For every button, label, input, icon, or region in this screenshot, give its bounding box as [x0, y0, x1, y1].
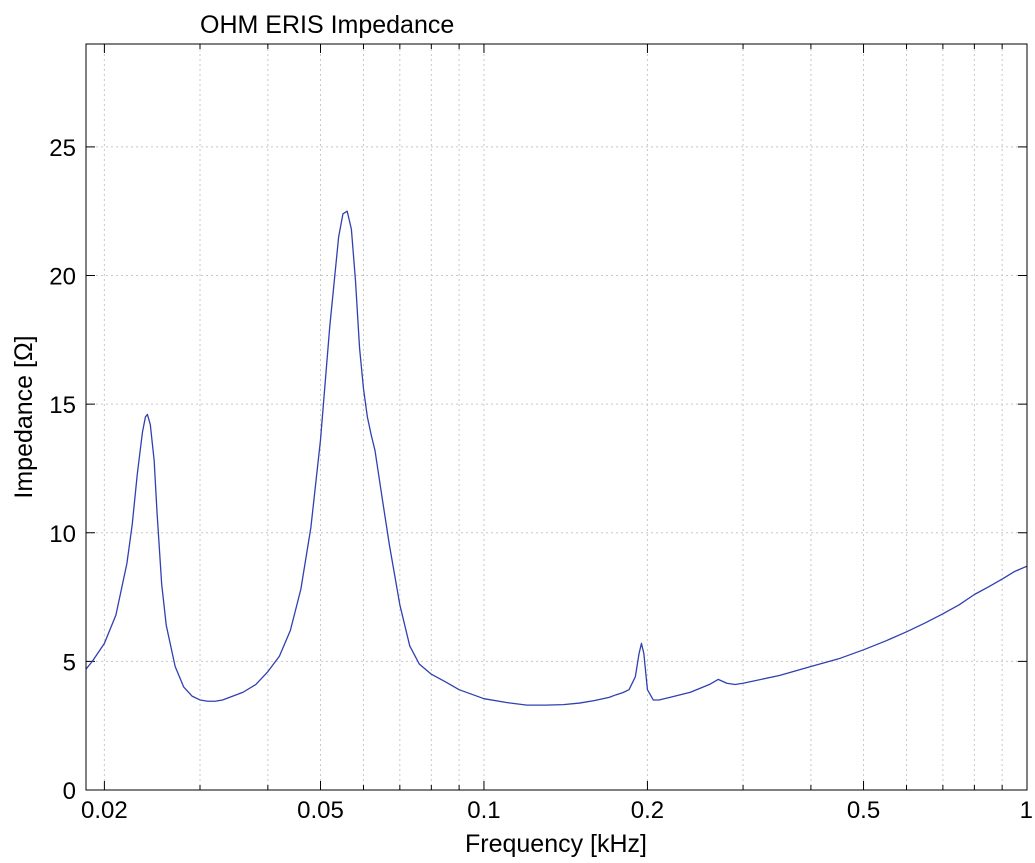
y-tick-label: 20: [49, 264, 76, 291]
y-tick-label: 10: [49, 521, 76, 548]
y-tick-label: 25: [49, 135, 76, 162]
impedance-curve: [86, 210, 1027, 706]
plot-frame: [85, 43, 1028, 791]
x-tick-label: 0.1: [467, 797, 500, 824]
plot-area: [86, 44, 1027, 790]
x-axis-title: Frequency [kHz]: [465, 830, 647, 858]
x-tick-label: 0.5: [847, 797, 880, 824]
y-axis-title: Impedance [Ω]: [10, 335, 38, 498]
x-tick-label: 0.05: [297, 797, 344, 824]
y-tick-label: 0: [63, 778, 76, 805]
chart-title: OHM ERIS Impedance: [200, 11, 454, 39]
y-tick-label: 5: [63, 649, 76, 676]
x-tick-label: 1: [1020, 797, 1033, 824]
grid-lines: [86, 44, 1027, 790]
x-tick-label: 0.2: [631, 797, 664, 824]
y-tick-label: 15: [49, 392, 76, 419]
x-tick-label: 0.02: [81, 797, 128, 824]
